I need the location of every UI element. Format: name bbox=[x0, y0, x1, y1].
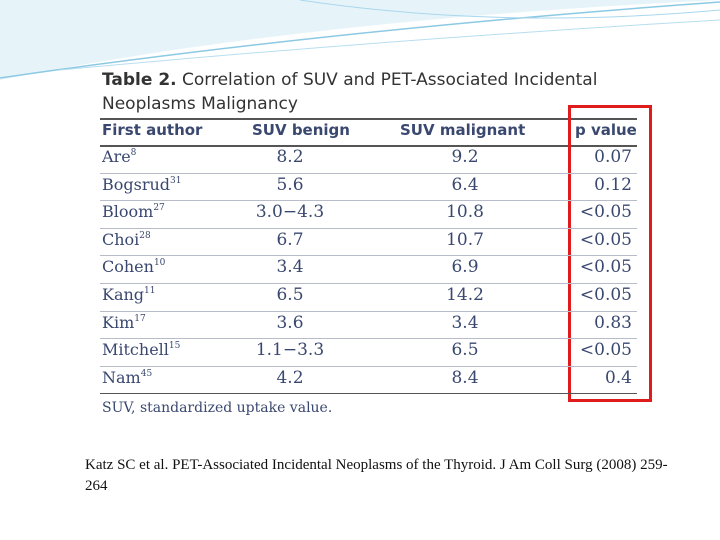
rule bbox=[100, 145, 637, 147]
p-value: 0.83 bbox=[594, 312, 632, 333]
p-value: <0.05 bbox=[579, 229, 632, 250]
suv-malignant: 8.4 bbox=[451, 367, 479, 388]
p-value: <0.05 bbox=[579, 202, 632, 223]
author-name: Kim bbox=[102, 312, 135, 332]
p-value: <0.05 bbox=[579, 257, 632, 278]
author: Bloom27 bbox=[102, 202, 165, 221]
highlight-box bbox=[568, 105, 652, 402]
suv-malignant: 10.8 bbox=[446, 202, 484, 223]
row-rule bbox=[100, 227, 637, 229]
suv-benign: 1.1−3.3 bbox=[255, 340, 325, 361]
citation: Katz SC et al. PET-Associated Incidental… bbox=[85, 457, 668, 494]
p-value: 0.07 bbox=[594, 147, 632, 167]
suv-benign: 3.6 bbox=[276, 312, 304, 333]
column-header: SUV malignant bbox=[400, 121, 526, 139]
suv-benign: 8.2 bbox=[276, 147, 304, 167]
suv-benign: 4.2 bbox=[276, 367, 304, 388]
p-value: 0.4 bbox=[604, 367, 632, 388]
author: Kim17 bbox=[102, 313, 146, 332]
reference: 17 bbox=[134, 313, 146, 324]
row-rule bbox=[100, 310, 637, 312]
reference: 45 bbox=[140, 368, 153, 379]
suv-benign: 3.0−4.3 bbox=[255, 202, 325, 223]
suv-benign: 6.7 bbox=[276, 229, 304, 250]
p-value: 0.12 bbox=[594, 174, 632, 195]
author-name: Are bbox=[102, 147, 131, 166]
author: Are8 bbox=[102, 147, 136, 166]
author: Kang11 bbox=[102, 285, 156, 304]
table-title: Table 2. Correlation of SUV and PET-Asso… bbox=[102, 70, 598, 114]
reference: 8 bbox=[130, 148, 137, 158]
author: Mitchell15 bbox=[102, 340, 180, 359]
suv-malignant: 6.9 bbox=[451, 257, 479, 278]
p-value: <0.05 bbox=[579, 285, 632, 305]
reference: 27 bbox=[153, 203, 165, 214]
header-swoosh bbox=[0, 0, 720, 80]
author-name: Choi bbox=[102, 229, 140, 249]
suv-malignant: 3.4 bbox=[451, 312, 479, 333]
suv-malignant: 10.7 bbox=[446, 229, 484, 250]
suv-malignant: 6.5 bbox=[451, 340, 479, 361]
reference: 28 bbox=[139, 230, 151, 241]
reference: 10 bbox=[153, 258, 166, 269]
author: Nam45 bbox=[102, 368, 152, 387]
suv-malignant: 14.2 bbox=[446, 285, 484, 305]
author-name: Mitchell bbox=[102, 340, 169, 360]
column-header: First author bbox=[102, 121, 203, 139]
author-name: Nam bbox=[102, 367, 141, 387]
suv-benign: 5.6 bbox=[276, 174, 304, 195]
author-name: Bogsrud bbox=[102, 174, 171, 194]
row-rule bbox=[100, 338, 637, 340]
reference: 15 bbox=[168, 341, 181, 352]
column-header: SUV benign bbox=[252, 121, 350, 139]
reference: 11 bbox=[144, 286, 156, 296]
author: Choi28 bbox=[102, 230, 151, 249]
suv-benign: 3.4 bbox=[276, 257, 304, 278]
author-name: Bloom bbox=[102, 202, 154, 222]
p-value: <0.05 bbox=[579, 340, 632, 361]
author: Cohen10 bbox=[102, 257, 165, 276]
row-rule bbox=[100, 172, 637, 174]
row-rule bbox=[100, 200, 637, 202]
author-name: Kang bbox=[102, 285, 145, 304]
row-rule bbox=[100, 255, 637, 257]
rule bbox=[100, 118, 637, 120]
table-footnote: SUV, standardized uptake value. bbox=[102, 400, 333, 416]
reference: 31 bbox=[170, 175, 182, 186]
suv-benign: 6.5 bbox=[276, 285, 304, 305]
row-rule bbox=[100, 365, 637, 367]
author-name: Cohen bbox=[102, 257, 154, 277]
column-header: p value bbox=[575, 121, 637, 139]
author: Bogsrud31 bbox=[102, 175, 182, 194]
row-rule bbox=[100, 283, 637, 284]
suv-malignant: 6.4 bbox=[451, 174, 479, 195]
suv-malignant: 9.2 bbox=[451, 147, 479, 167]
row-rule bbox=[100, 393, 637, 395]
